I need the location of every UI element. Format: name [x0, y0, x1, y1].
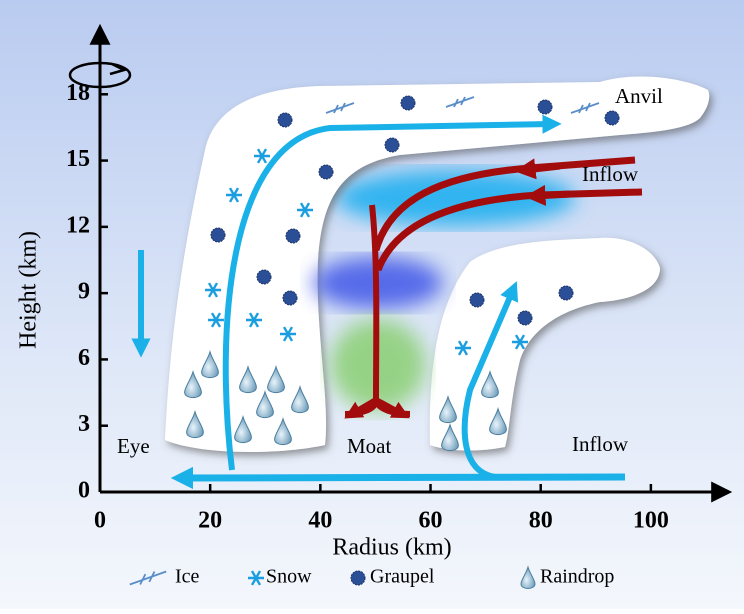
- flow-arrow: [524, 184, 571, 206]
- y-tick-label: 9: [78, 279, 90, 305]
- flow-arrow: [170, 466, 626, 490]
- flow-arrow: [344, 397, 378, 419]
- raindrop-symbol: [267, 364, 285, 394]
- annotation: Inflow: [582, 162, 639, 186]
- raindrop-symbol: [439, 394, 457, 424]
- graupel-symbol: [256, 269, 272, 285]
- raindrop-symbol: [201, 349, 219, 379]
- x-axis-label: Radius (km): [332, 535, 451, 561]
- x-tick-label: 40: [308, 508, 332, 534]
- raindrop-symbol: [481, 369, 499, 399]
- raindrop-symbol: [256, 389, 274, 419]
- snow-symbol: [280, 326, 296, 342]
- raindrop-symbol: [234, 414, 252, 444]
- graupel-symbol: [285, 228, 301, 244]
- y-tick-label: 15: [66, 146, 90, 172]
- ice-symbol: [325, 102, 355, 114]
- raindrop-symbol: [441, 422, 459, 452]
- graupel-symbol: [210, 227, 226, 243]
- legend-label: Ice: [175, 566, 200, 588]
- legend: Ice Snow Graupel Raindrop: [129, 565, 614, 589]
- raindrop-symbol: [489, 406, 507, 436]
- raindrop-symbol: [291, 384, 309, 414]
- legend-label: Snow: [266, 566, 312, 588]
- y-axis-label: Height (km): [16, 231, 42, 349]
- annotation: Anvil: [615, 84, 663, 108]
- x-tick-label: 20: [198, 508, 222, 534]
- x-tick-label: 60: [419, 508, 443, 534]
- ice-symbol: [570, 102, 600, 114]
- y-tick-label: 18: [66, 80, 90, 106]
- snow-symbol: [297, 202, 313, 218]
- raindrop-symbol: [184, 369, 202, 399]
- flow-arrow: [374, 397, 410, 419]
- flow-arrow: [374, 188, 643, 272]
- raindrop-symbol: [274, 416, 292, 446]
- main-cloud: [165, 76, 710, 452]
- ticks: 0 20 40 60 80 100 0 3 6 9 12 15 18: [66, 80, 669, 534]
- graupel-symbol: [604, 110, 620, 126]
- graupel-symbol: [282, 290, 298, 306]
- annotation: Moat: [347, 434, 391, 458]
- annotation: Inflow: [572, 432, 629, 456]
- legend-label: Graupel: [370, 566, 435, 588]
- snow-symbol: [455, 340, 471, 356]
- graupel-symbol: [469, 292, 485, 308]
- x-tick-label: 100: [633, 508, 669, 534]
- snow-symbol: [254, 148, 270, 164]
- hydrometeors: [184, 95, 620, 452]
- graupel-symbol: [350, 570, 366, 586]
- y-tick-label: 0: [78, 478, 90, 504]
- legend-label: Raindrop: [540, 566, 614, 588]
- flow-arrow: [461, 281, 519, 480]
- y-tick-label: 3: [78, 411, 90, 437]
- y-tick-label: 12: [66, 212, 90, 238]
- ice-symbol: [445, 96, 475, 108]
- flow-arrow: [222, 114, 562, 471]
- graupel-symbol: [537, 99, 553, 115]
- annotation: Eye: [117, 434, 150, 458]
- snow-symbol: [248, 570, 264, 586]
- snow-symbol: [226, 187, 242, 203]
- flow-arrow: [372, 156, 636, 251]
- snow-symbol: [208, 312, 224, 328]
- graupel-symbol: [318, 164, 334, 180]
- graupel-symbol: [384, 137, 400, 153]
- graupel-symbol: [558, 285, 574, 301]
- graupel-symbol: [400, 95, 416, 111]
- raindrop-symbol: [520, 565, 536, 589]
- rotation-icon: [109, 62, 128, 76]
- raindrop-symbol: [186, 409, 204, 439]
- flow-arrow: [514, 158, 561, 180]
- x-tick-label: 80: [529, 508, 553, 534]
- y-tick-label: 6: [78, 345, 90, 371]
- graupel-symbol: [517, 310, 533, 326]
- snow-symbol: [246, 312, 262, 328]
- ice-symbol: [129, 570, 167, 586]
- raindrop-symbol: [239, 364, 257, 394]
- snow-symbol: [205, 282, 221, 298]
- x-tick-label: 0: [94, 508, 106, 534]
- snow-symbol: [512, 334, 528, 350]
- graupel-symbol: [277, 112, 293, 128]
